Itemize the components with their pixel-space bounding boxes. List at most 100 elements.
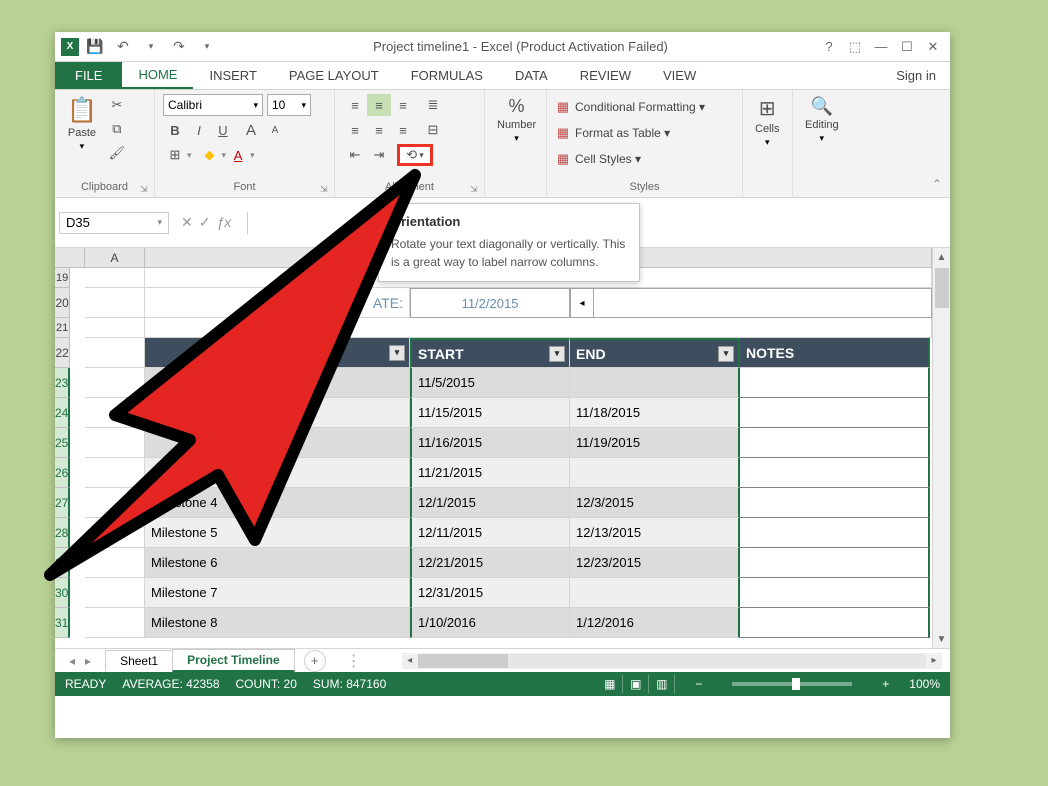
insert-function-button[interactable]: ƒx: [216, 214, 231, 231]
fill-color-button[interactable]: ◆: [198, 144, 222, 166]
ribbon-display-button[interactable]: ⬚: [842, 35, 868, 59]
align-center-button[interactable]: ≡: [367, 119, 391, 141]
conditional-formatting-button[interactable]: ▦Conditional Formatting ▾: [555, 96, 705, 118]
font-name-combo[interactable]: Calibri▾: [163, 94, 263, 116]
number-format-button[interactable]: % Number ▾: [493, 94, 540, 146]
align-left-button[interactable]: ≡: [343, 119, 367, 141]
wrap-text-button[interactable]: ≣: [421, 94, 445, 116]
align-right-button[interactable]: ≡: [391, 119, 415, 141]
decrease-indent-button[interactable]: ⇤: [343, 144, 367, 166]
cells-button[interactable]: ⊞ Cells ▾: [751, 94, 783, 150]
tab-formulas[interactable]: FORMULAS: [395, 62, 499, 89]
zoom-in-button[interactable]: +: [878, 677, 893, 691]
align-bottom-button[interactable]: ≡: [391, 94, 415, 116]
scroll-up-button[interactable]: ▲: [933, 248, 950, 266]
clipboard-launcher[interactable]: ⇲: [140, 184, 150, 194]
decrease-font-button[interactable]: A: [263, 119, 287, 141]
italic-button[interactable]: I: [187, 119, 211, 141]
date-spinner-left[interactable]: ◂: [570, 288, 594, 318]
zoom-level[interactable]: 100%: [909, 677, 940, 691]
undo-dropdown[interactable]: ▾: [139, 35, 163, 59]
font-color-button[interactable]: A: [226, 144, 250, 166]
date-slider[interactable]: [594, 288, 932, 318]
filter-icon[interactable]: ▾: [549, 346, 565, 362]
col-header-a[interactable]: A: [85, 248, 145, 267]
font-size-combo[interactable]: 10▾: [267, 94, 311, 116]
horizontal-scrollbar[interactable]: ◂ ▸: [402, 653, 942, 669]
name-box[interactable]: D35▾: [59, 212, 169, 234]
bold-button[interactable]: B: [163, 119, 187, 141]
underline-button[interactable]: U: [211, 119, 235, 141]
cell-styles-button[interactable]: ▦Cell Styles ▾: [555, 148, 641, 170]
table-row[interactable]: 11/16/201511/19/2015: [85, 428, 932, 458]
save-button[interactable]: 💾: [83, 35, 107, 59]
format-painter-button[interactable]: 🖌: [105, 142, 129, 164]
sheet-tab-project-timeline[interactable]: Project Timeline: [172, 649, 294, 673]
help-button[interactable]: ?: [816, 35, 842, 59]
zoom-out-button[interactable]: −: [691, 677, 706, 691]
table-row[interactable]: Milestone 412/1/201512/3/2015: [85, 488, 932, 518]
col-header-end[interactable]: END▾: [570, 338, 740, 368]
tab-data[interactable]: DATA: [499, 62, 564, 89]
row-header[interactable]: 31: [55, 608, 70, 638]
alignment-launcher[interactable]: ⇲: [470, 184, 480, 194]
col-header-start[interactable]: START▾: [410, 338, 570, 368]
editing-button[interactable]: 🔍 Editing ▾: [801, 94, 843, 146]
undo-button[interactable]: ↶: [111, 35, 135, 59]
maximize-button[interactable]: ☐: [894, 35, 920, 59]
increase-indent-button[interactable]: ⇥: [367, 144, 391, 166]
filter-icon[interactable]: ▾: [389, 345, 405, 361]
row-header[interactable]: 25: [55, 428, 70, 458]
table-row[interactable]: Milestone 512/11/201512/13/2015: [85, 518, 932, 548]
row-header[interactable]: 20: [55, 288, 70, 318]
tab-insert[interactable]: INSERT: [193, 62, 272, 89]
row-header[interactable]: 28: [55, 518, 70, 548]
tab-file[interactable]: FILE: [55, 62, 122, 89]
redo-button[interactable]: ↷: [167, 35, 191, 59]
increase-font-button[interactable]: A: [239, 119, 263, 141]
view-normal-button[interactable]: ▦: [597, 675, 623, 693]
cut-button[interactable]: ✂: [105, 94, 129, 116]
scroll-thumb[interactable]: [935, 268, 949, 308]
align-middle-button[interactable]: ≡: [367, 94, 391, 116]
collapse-ribbon-button[interactable]: ⌃: [932, 177, 942, 191]
table-row[interactable]: 11/15/201511/18/2015: [85, 398, 932, 428]
table-row[interactable]: stone 311/21/2015: [85, 458, 932, 488]
row-header[interactable]: 30: [55, 578, 70, 608]
sign-in-link[interactable]: Sign in: [882, 62, 950, 89]
orientation-button[interactable]: ⟲▾: [397, 144, 433, 166]
tab-view[interactable]: VIEW: [647, 62, 712, 89]
qat-customize[interactable]: ▾: [195, 35, 219, 59]
table-row[interactable]: Milestone 712/31/2015: [85, 578, 932, 608]
borders-button[interactable]: ⊞: [163, 144, 187, 166]
cells[interactable]: ATE: 11/2/2015 ◂ ▾ START▾ END▾ NOTES 11/…: [85, 268, 932, 648]
enter-formula-button[interactable]: ✓: [199, 214, 211, 231]
sheet-tab-sheet1[interactable]: Sheet1: [105, 650, 173, 671]
sheet-nav-prev[interactable]: ◂: [69, 654, 75, 668]
scroll-down-button[interactable]: ▼: [933, 630, 950, 648]
row-header[interactable]: 29: [55, 548, 70, 578]
hscroll-thumb[interactable]: [418, 654, 508, 668]
format-as-table-button[interactable]: ▦Format as Table ▾: [555, 122, 670, 144]
row-header[interactable]: 22: [55, 338, 70, 368]
hscroll-right[interactable]: ▸: [926, 655, 942, 666]
row-header[interactable]: 21: [55, 318, 70, 338]
project-date-cell[interactable]: 11/2/2015: [410, 288, 570, 318]
row-header[interactable]: 23: [55, 368, 70, 398]
hscroll-left[interactable]: ◂: [402, 655, 418, 666]
zoom-slider[interactable]: [732, 682, 852, 686]
select-all-corner[interactable]: [55, 248, 85, 267]
minimize-button[interactable]: —: [868, 35, 894, 59]
row-header[interactable]: 26: [55, 458, 70, 488]
tab-home[interactable]: HOME: [122, 62, 193, 89]
font-launcher[interactable]: ⇲: [320, 184, 330, 194]
row-header[interactable]: 19: [55, 268, 70, 288]
tab-review[interactable]: REVIEW: [564, 62, 647, 89]
view-layout-button[interactable]: ▣: [623, 675, 649, 693]
table-row[interactable]: Milestone 612/21/201512/23/2015: [85, 548, 932, 578]
col-header-milestone[interactable]: ▾: [145, 338, 410, 368]
sheet-nav-next[interactable]: ▸: [85, 654, 91, 668]
merge-center-button[interactable]: ⊟: [421, 119, 445, 141]
cancel-formula-button[interactable]: ✕: [181, 214, 193, 231]
paste-button[interactable]: 📋 Paste ▾: [63, 94, 101, 154]
